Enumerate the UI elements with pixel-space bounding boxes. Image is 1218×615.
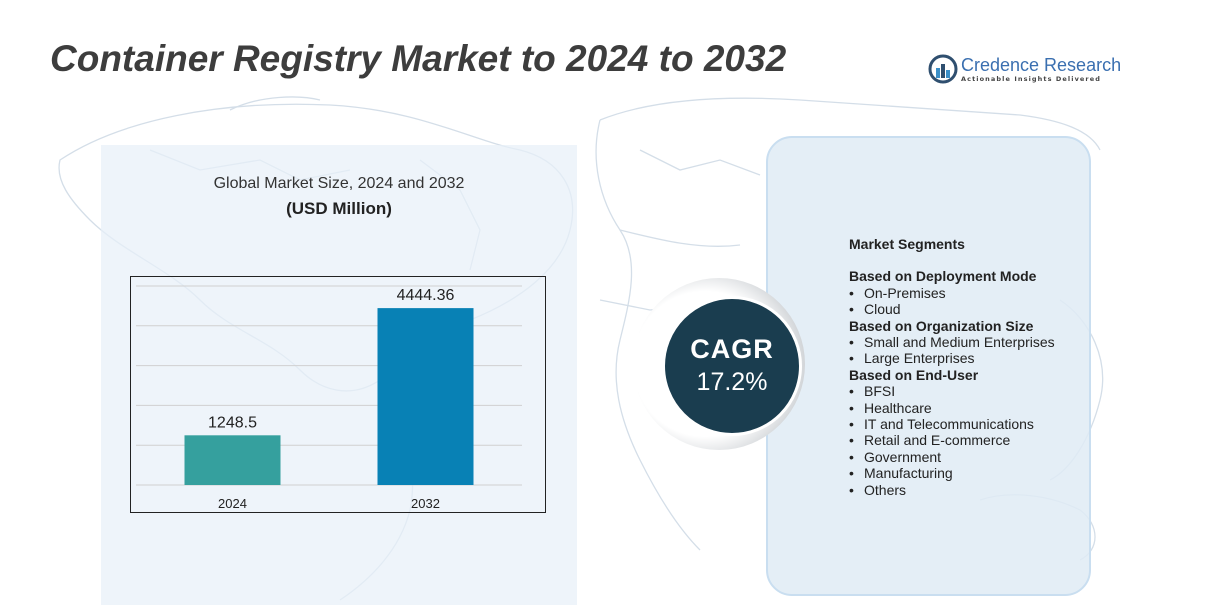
- segment-item: Cloud: [849, 301, 1089, 318]
- segment-item: Small and Medium Enterprises: [849, 334, 1089, 351]
- chart-title: Global Market Size, 2024 and 2032: [213, 175, 465, 192]
- credence-logo[interactable]: Credence Research Actionable Insights De…: [928, 54, 1122, 88]
- bar-value-label: 1248.5: [208, 414, 257, 431]
- x-tick-label: 2032: [411, 496, 440, 511]
- chart-panel: [101, 145, 577, 605]
- segment-item: Others: [849, 482, 1089, 499]
- market-segments: Market Segments Based on Deployment Mode…: [849, 236, 1089, 499]
- chart-unit: (USD Million): [286, 199, 392, 218]
- segment-item: BFSI: [849, 383, 1089, 400]
- x-tick-label: 2024: [218, 496, 247, 511]
- page-title: Container Registry Market to 2024 to 203…: [50, 38, 787, 79]
- segment-group-title: Based on End-User: [849, 366, 979, 383]
- bar-2024: [184, 435, 281, 485]
- segment-group-title: Based on Deployment Mode: [849, 268, 1037, 285]
- segment-item: Government: [849, 449, 1089, 466]
- segment-item: Retail and E-commerce: [849, 432, 1089, 449]
- cagr-badge: [662, 296, 802, 436]
- segment-item: Healthcare: [849, 400, 1089, 417]
- logo-tagline: Actionable Insights Delivered: [961, 75, 1101, 83]
- logo-name: Credence Research: [961, 55, 1122, 75]
- cagr-value: 17.2%: [696, 368, 768, 396]
- segment-item: On-Premises: [849, 285, 1089, 302]
- bar-value-label: 4444.36: [397, 287, 455, 304]
- cagr-label: CAGR: [690, 334, 774, 364]
- credence-logo-icon: [928, 54, 958, 84]
- segment-group-title: Based on Organization Size: [849, 317, 1034, 334]
- bar-chart: 1248.5 2024 4444.36 2032: [130, 276, 546, 513]
- segment-item: Large Enterprises: [849, 350, 1089, 367]
- segments-heading: Market Segments: [849, 236, 965, 252]
- segment-item: Manufacturing: [849, 465, 1089, 482]
- segment-item: IT and Telecommunications: [849, 416, 1089, 433]
- bar-2032: [377, 308, 474, 485]
- chart-frame: [130, 276, 546, 513]
